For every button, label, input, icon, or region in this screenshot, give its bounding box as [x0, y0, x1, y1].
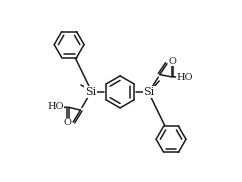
Text: O: O [64, 118, 72, 127]
Text: HO: HO [176, 73, 193, 82]
Text: Si: Si [144, 87, 155, 97]
Text: O: O [169, 57, 176, 66]
Text: Si: Si [85, 87, 97, 97]
Text: HO: HO [47, 102, 64, 111]
